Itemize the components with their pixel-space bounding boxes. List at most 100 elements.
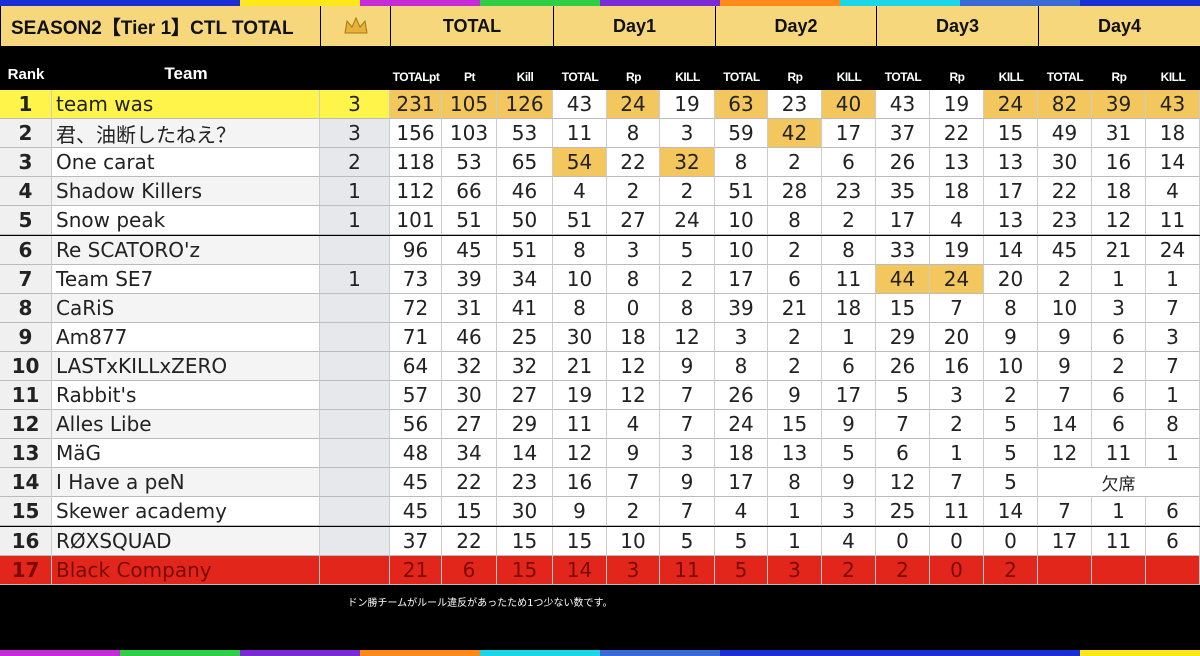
score-cell: 72 (390, 293, 442, 323)
score-cell: 9 (1038, 351, 1092, 381)
score-cell: 5 (715, 555, 768, 585)
column-label: TOTALpt (392, 70, 440, 84)
score-cell: 33 (876, 235, 930, 265)
score-cell: 19 (660, 90, 715, 120)
score-cell: 17 (876, 206, 930, 236)
score-cell: 3 (607, 235, 660, 265)
rank-cell: 16 (0, 526, 52, 556)
score-cell: 24 (715, 410, 768, 440)
color-strip (840, 650, 960, 656)
rank-cell: 9 (0, 322, 52, 352)
score-cell: 2 (660, 177, 715, 207)
score-cell: 118 (390, 148, 442, 178)
column-label: TOTAL (884, 70, 922, 84)
score-cell: 37 (876, 119, 930, 149)
score-cell: 126 (497, 90, 553, 120)
score-cell: 14 (1038, 410, 1092, 440)
score-cell: 54 (553, 148, 607, 178)
score-cell: 30 (1038, 148, 1092, 178)
rank-cell: 17 (0, 555, 52, 585)
score-cell: 4 (822, 526, 876, 556)
score-cell: 3 (715, 322, 768, 352)
score-cell: 13 (768, 439, 822, 469)
score-cell: 7 (930, 468, 984, 498)
score-cell: 30 (497, 497, 553, 527)
wins-cell: 1 (320, 206, 390, 236)
score-cell: 7 (1038, 497, 1092, 527)
score-cell: 12 (876, 468, 930, 498)
score-cell: 9 (607, 439, 660, 469)
score-cell: 6 (876, 439, 930, 469)
score-cell: 6 (768, 264, 822, 294)
score-cell: 73 (390, 264, 442, 294)
score-cell: 22 (442, 468, 497, 498)
score-cell: 23 (822, 177, 876, 207)
wins-cell (320, 526, 390, 556)
score-cell: 18 (607, 322, 660, 352)
score-cell: 1 (1092, 497, 1146, 527)
score-cell: 27 (442, 410, 497, 440)
score-cell: 26 (876, 148, 930, 178)
score-cell: 8 (553, 235, 607, 265)
score-cell: 5 (660, 526, 715, 556)
team-cell: One carat (52, 148, 320, 178)
score-cell: 5 (984, 468, 1038, 498)
score-cell: 10 (1038, 293, 1092, 323)
score-cell: 9 (660, 351, 715, 381)
wins-cell: 2 (320, 148, 390, 178)
score-cell: 7 (930, 293, 984, 323)
score-cell: 8 (768, 206, 822, 236)
score-cell: 65 (497, 148, 553, 178)
score-cell: 6 (1092, 381, 1146, 411)
wins-cell (320, 468, 390, 498)
score-cell: 156 (390, 119, 442, 149)
group-header: Day1 (553, 6, 715, 46)
score-cell: 23 (768, 90, 822, 120)
score-cell: 39 (442, 264, 497, 294)
team-cell: I Have a peN (52, 468, 320, 498)
wins-cell (320, 555, 390, 585)
score-cell: 16 (930, 351, 984, 381)
score-cell: 51 (553, 206, 607, 236)
score-cell: 11 (553, 119, 607, 149)
score-cell: 103 (442, 119, 497, 149)
score-cell: 2 (984, 381, 1038, 411)
column-label: Rp (949, 70, 966, 84)
score-cell: 45 (1038, 235, 1092, 265)
score-cell: 15 (553, 526, 607, 556)
score-cell: 66 (442, 177, 497, 207)
group-header: Day4 (1038, 6, 1200, 46)
score-cell: 22 (930, 119, 984, 149)
score-cell: 3 (822, 497, 876, 527)
score-cell: 27 (497, 381, 553, 411)
score-cell: 24 (660, 206, 715, 236)
score-cell (1092, 555, 1146, 585)
column-label: Rp (1111, 70, 1128, 84)
score-cell: 11 (660, 555, 715, 585)
score-cell: 0 (607, 293, 660, 323)
score-cell: 9 (822, 468, 876, 498)
title: SEASON2【Tier 1】CTL TOTAL (0, 6, 320, 46)
score-cell: 2 (1092, 351, 1146, 381)
score-cell: 0 (930, 555, 984, 585)
color-strip (1080, 0, 1200, 6)
score-cell: 2 (930, 410, 984, 440)
team-cell: Am877 (52, 322, 320, 352)
score-cell: 43 (553, 90, 607, 120)
score-cell: 10 (715, 235, 768, 265)
column-label: TOTAL (1046, 70, 1084, 84)
wins-cell (320, 322, 390, 352)
color-strip (0, 0, 120, 6)
score-cell: 17 (984, 177, 1038, 207)
score-cell: 39 (1092, 90, 1146, 120)
score-cell: 7 (607, 468, 660, 498)
score-cell: 20 (984, 264, 1038, 294)
column-label: KILL (836, 70, 862, 84)
score-cell: 71 (390, 322, 442, 352)
score-cell: 2 (768, 351, 822, 381)
team-cell: CaRiS (52, 293, 320, 323)
score-cell: 12 (1092, 206, 1146, 236)
score-cell: 2 (1038, 264, 1092, 294)
rank-cell: 8 (0, 293, 52, 323)
